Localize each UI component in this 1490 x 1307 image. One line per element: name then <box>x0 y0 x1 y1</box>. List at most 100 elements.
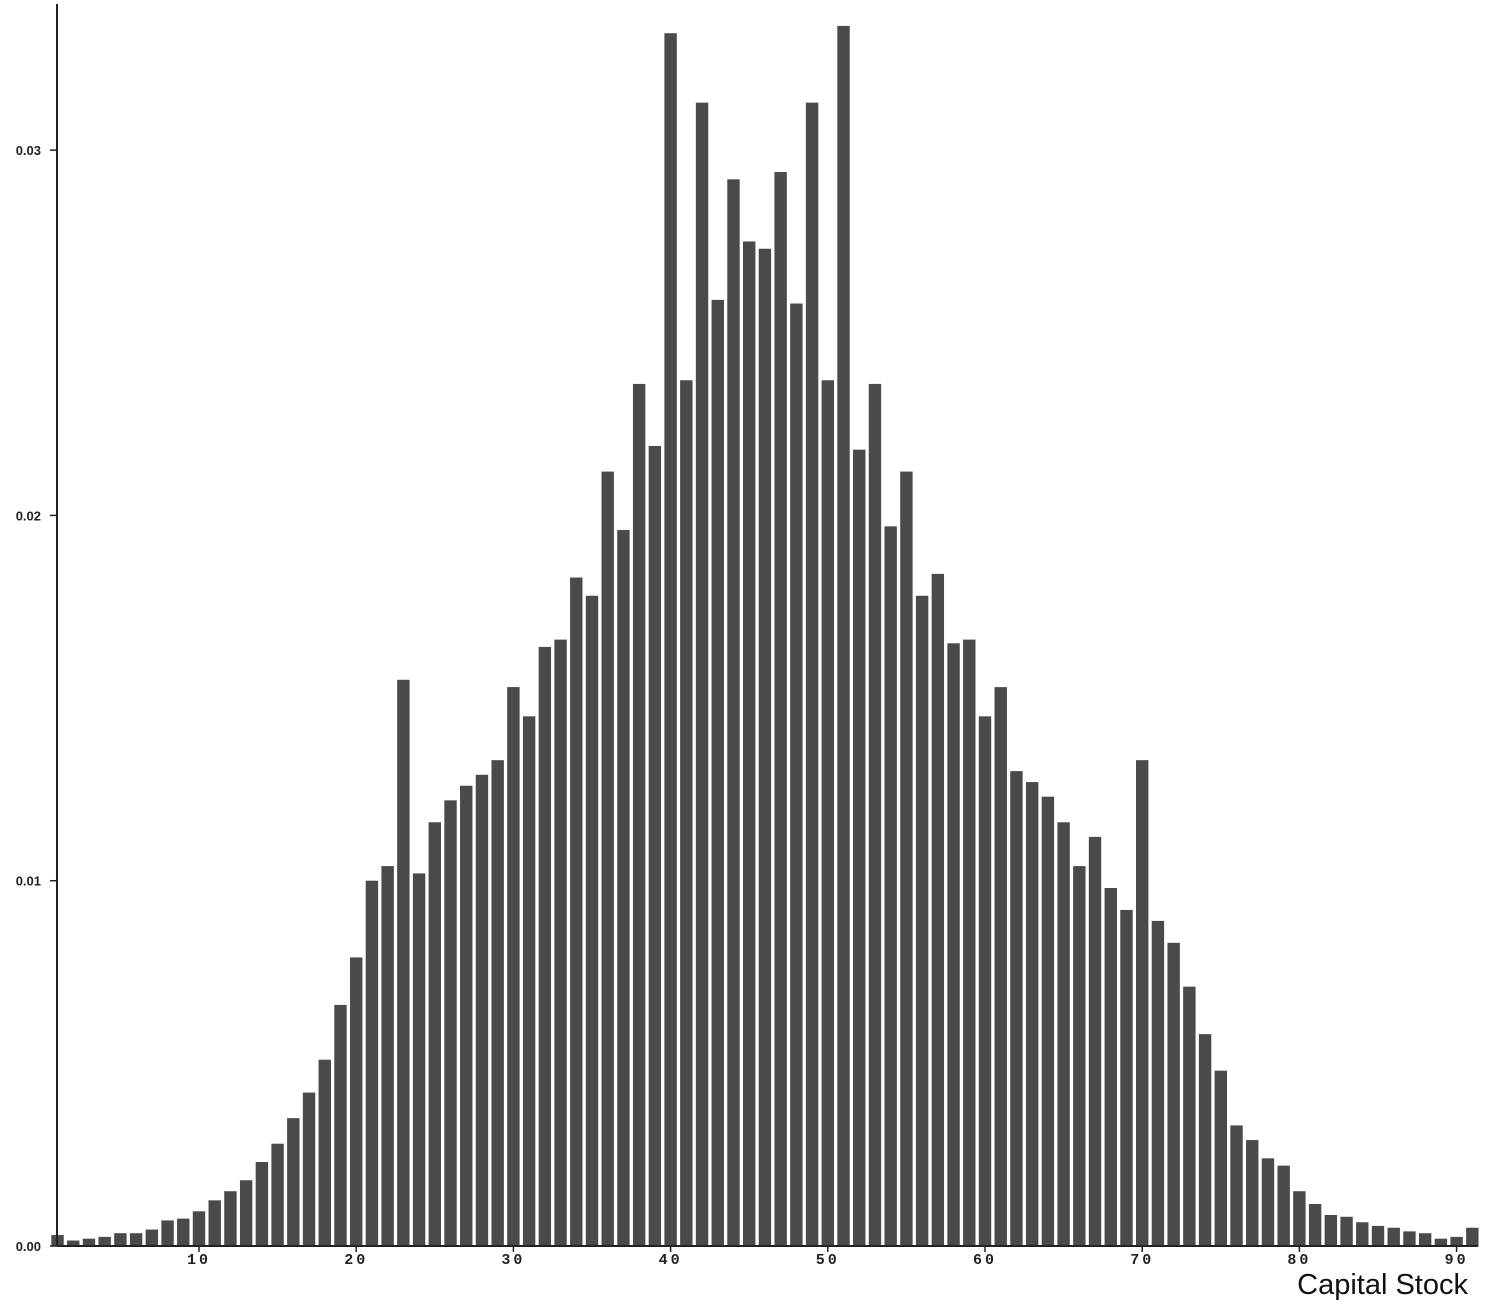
histogram-bar <box>617 530 630 1246</box>
histogram-bar <box>727 179 740 1247</box>
x-tick-label: 20 <box>344 1252 368 1269</box>
x-tick-label: 90 <box>1445 1252 1469 1269</box>
histogram-bar <box>1261 1158 1275 1246</box>
histogram-bar <box>1371 1225 1385 1246</box>
x-axis-title: Capital Stock <box>1297 1269 1468 1301</box>
histogram-bar <box>1387 1227 1400 1246</box>
y-tick-label: 0.01 <box>16 874 41 889</box>
x-tick-label: 30 <box>501 1252 525 1269</box>
histogram-bar <box>239 1180 253 1246</box>
histogram-bar <box>350 957 363 1246</box>
histogram-bar <box>1010 771 1023 1246</box>
y-tick-label: 0.03 <box>16 143 41 158</box>
histogram-bar <box>931 573 945 1246</box>
histogram-bar <box>758 248 772 1246</box>
x-tick-label: 40 <box>659 1252 683 1269</box>
histogram-bar <box>900 471 913 1247</box>
histogram-bar <box>460 785 473 1246</box>
histogram-bar <box>994 687 1007 1246</box>
histogram-bar <box>1293 1191 1306 1246</box>
x-tick-label: 80 <box>1287 1252 1311 1269</box>
histogram-bar <box>947 643 960 1246</box>
x-tick-label: 70 <box>1130 1252 1154 1269</box>
histogram-bar <box>1041 796 1055 1246</box>
histogram-bar <box>774 172 787 1246</box>
histogram-bar <box>224 1191 237 1246</box>
histogram-bar <box>318 1059 331 1246</box>
histogram-bar <box>632 383 646 1246</box>
histogram-bar <box>1198 1034 1212 1246</box>
histogram-bar <box>271 1143 284 1246</box>
histogram-bar <box>743 241 756 1246</box>
histogram-bar <box>711 299 724 1246</box>
x-tick-label: 10 <box>187 1252 211 1269</box>
histogram-bar <box>585 595 599 1246</box>
histogram-bar <box>82 1238 96 1246</box>
histogram-bar <box>145 1229 159 1246</box>
histogram-bar <box>1214 1070 1227 1246</box>
histogram-bar <box>444 800 457 1246</box>
histogram-bar <box>978 716 992 1246</box>
histogram-bar <box>428 822 441 1246</box>
histogram-bar <box>114 1233 127 1246</box>
histogram-bar <box>1340 1216 1353 1246</box>
histogram-bar <box>570 577 583 1246</box>
histogram-bar <box>884 526 897 1246</box>
histogram-bar <box>915 595 929 1246</box>
histogram-bar <box>1418 1233 1432 1246</box>
histogram-bar <box>365 880 379 1246</box>
histogram-bar <box>1183 986 1196 1246</box>
histogram-bar <box>790 303 803 1246</box>
histogram-bar <box>412 873 426 1246</box>
y-tick-label: 0.00 <box>16 1239 41 1254</box>
histogram-bar <box>302 1092 316 1246</box>
histogram-bar <box>491 760 504 1246</box>
x-axis-ticks: 10 20 30 40 50 60 70 80 90 <box>187 1246 1469 1269</box>
histogram-bar <box>1088 836 1102 1246</box>
histogram-bar <box>129 1233 143 1246</box>
histogram-bar <box>963 639 976 1246</box>
bar-series <box>51 25 1479 1247</box>
histogram-bar <box>1151 920 1165 1246</box>
histogram-bar <box>680 380 693 1246</box>
histogram-bar <box>255 1161 269 1246</box>
histogram-bar <box>287 1118 300 1246</box>
histogram-bar <box>868 383 882 1246</box>
histogram-bar <box>805 102 819 1246</box>
histogram-bar <box>538 646 552 1246</box>
histogram-bar <box>1104 888 1117 1246</box>
histogram-bar <box>554 639 567 1246</box>
x-tick-label: 50 <box>816 1252 840 1269</box>
x-tick-label: 60 <box>973 1252 997 1269</box>
histogram-bar <box>1466 1227 1479 1246</box>
histogram-bar <box>821 380 834 1246</box>
histogram-bar <box>1230 1125 1243 1246</box>
histogram-bar <box>507 687 520 1246</box>
histogram-bar <box>837 25 850 1246</box>
histogram-bar <box>397 679 410 1246</box>
histogram-bar <box>601 471 614 1247</box>
histogram-bar <box>381 866 394 1246</box>
histogram-bar <box>522 716 536 1246</box>
histogram-bar <box>192 1211 206 1246</box>
histogram-bar <box>1025 782 1039 1246</box>
histogram-bar <box>177 1218 190 1246</box>
histogram-bar <box>1073 866 1086 1246</box>
histogram-bar <box>1434 1238 1448 1246</box>
histogram-bar <box>1057 822 1070 1246</box>
histogram-bar <box>853 449 866 1246</box>
histogram-bar <box>1308 1203 1322 1246</box>
histogram-bar <box>208 1200 221 1246</box>
histogram-bar <box>1403 1231 1416 1246</box>
histogram-bar <box>161 1220 174 1246</box>
histogram-bar <box>98 1236 111 1246</box>
histogram-bar <box>664 33 677 1247</box>
histogram-bar <box>1167 942 1180 1246</box>
y-axis-ticks: 0.00 0.01 0.02 0.03 <box>16 143 57 1254</box>
histogram-bar <box>1136 760 1149 1246</box>
histogram-bar <box>1277 1165 1290 1246</box>
histogram-bar <box>475 774 489 1246</box>
histogram-bar <box>67 1240 80 1246</box>
histogram-bar <box>1246 1140 1259 1246</box>
